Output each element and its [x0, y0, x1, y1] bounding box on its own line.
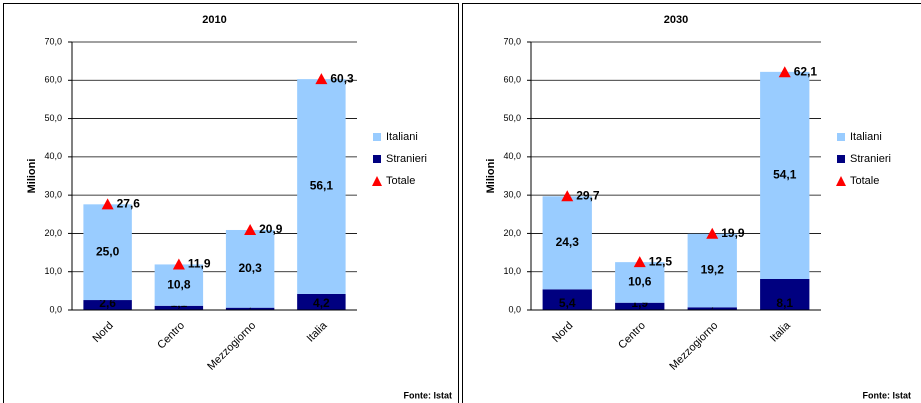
y-tick-label: 20,0 [503, 228, 521, 238]
legend-label: Totale [850, 175, 879, 187]
panel [462, 3, 921, 403]
data-label: 62,1 [794, 64, 818, 78]
y-tick-label: 40,0 [503, 151, 521, 161]
bar-segment [154, 264, 204, 306]
data-label: 20,9 [259, 222, 283, 236]
data-label: 10,6 [628, 275, 652, 289]
bar-segment [615, 262, 665, 303]
legend-swatch [837, 133, 845, 141]
bar-segment [542, 196, 592, 290]
data-label: 29,7 [576, 188, 600, 202]
data-label: 25,0 [96, 244, 120, 258]
bar-segment [542, 289, 592, 310]
marker [315, 73, 328, 85]
bar-segment [687, 233, 737, 308]
legend-swatch [836, 176, 846, 186]
data-label: 5,4 [559, 296, 576, 310]
y-tick-label: 30,0 [503, 190, 521, 200]
y-tick-label: 20,0 [44, 228, 62, 238]
y-tick-label: 0,0 [49, 304, 62, 314]
bar-segment [154, 305, 204, 310]
legend-swatch [373, 155, 381, 163]
data-label: 4,2 [313, 296, 330, 310]
marker [778, 66, 791, 78]
panel [3, 3, 459, 403]
data-label: 11,9 [188, 257, 211, 271]
data-label: 56,1 [310, 179, 334, 193]
data-label: 12,5 [649, 254, 673, 268]
marker [101, 198, 114, 210]
data-label: 27,6 [117, 197, 141, 211]
y-tick-label: 60,0 [503, 75, 521, 85]
y-tick-label: 50,0 [44, 113, 62, 123]
bar-segment [83, 204, 132, 301]
legend-swatch [372, 176, 382, 186]
y-tick-label: 40,0 [44, 151, 62, 161]
y-tick-label: 30,0 [44, 190, 62, 200]
data-label: 19,9 [721, 226, 745, 240]
legend-swatch [837, 155, 845, 163]
chart-title: 2030 [664, 14, 688, 26]
marker [244, 223, 257, 235]
y-axis-label: Milioni [485, 159, 497, 194]
y-tick-label: 10,0 [44, 266, 62, 276]
legend-label: Stranieri [386, 153, 427, 165]
y-tick-label: 60,0 [44, 75, 62, 85]
y-tick-label: 70,0 [44, 36, 62, 46]
legend-swatch [373, 133, 381, 141]
marker [706, 227, 719, 239]
bar-segment [687, 307, 737, 310]
legend-label: Italiani [386, 131, 418, 143]
legend-label: Totale [386, 175, 415, 187]
y-axis-label: Milioni [26, 159, 38, 194]
bar-segment [760, 71, 810, 279]
data-label: 20,3 [238, 261, 262, 275]
bar-segment [615, 302, 665, 310]
legend-label: Stranieri [850, 153, 891, 165]
y-tick-label: 50,0 [503, 113, 521, 123]
y-tick-label: 70,0 [503, 36, 521, 46]
data-label: 54,1 [773, 168, 797, 182]
data-label: 60,3 [330, 71, 354, 85]
data-label: 8,1 [776, 296, 793, 310]
y-tick-label: 0,0 [508, 304, 521, 314]
chart-title: 2010 [202, 14, 226, 26]
bar-segment [225, 307, 275, 310]
bar-segment [760, 278, 810, 310]
bar-segment [297, 79, 346, 294]
source: Fonte: Istat [404, 390, 453, 400]
data-label: 19,2 [701, 263, 725, 277]
marker [561, 190, 574, 202]
marker [633, 256, 646, 268]
bar-segment [225, 229, 275, 308]
bar-segment [297, 293, 346, 310]
data-label: 24,3 [556, 235, 580, 249]
marker [172, 258, 185, 270]
legend-label: Italiani [850, 131, 882, 143]
bar-segment [83, 300, 132, 310]
y-tick-label: 10,0 [503, 266, 521, 276]
data-label: 10,8 [167, 277, 191, 291]
source: Fonte: Istat [863, 390, 912, 400]
